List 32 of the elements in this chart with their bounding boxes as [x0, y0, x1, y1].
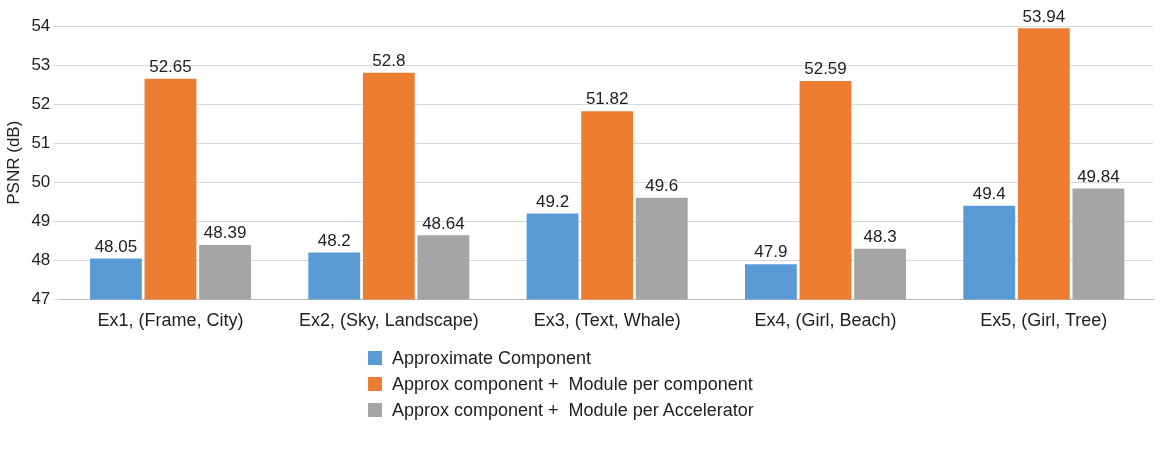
data-label: 49.84 [1077, 166, 1120, 186]
data-label: 52.8 [372, 51, 406, 71]
legend-label: Approximate Component [392, 347, 592, 369]
y-tick-label: 47 [31, 289, 51, 309]
data-label: 52.65 [149, 56, 192, 76]
y-tick-label: 54 [31, 15, 51, 35]
y-tick-label: 51 [31, 132, 51, 152]
data-label: 49.2 [536, 191, 570, 211]
y-axis-title: PSNR (dB) [3, 120, 23, 205]
y-tick-label: 49 [31, 210, 51, 230]
y-tick-label: 50 [31, 171, 51, 191]
data-label: 48.64 [422, 213, 465, 233]
x-tick-label: Ex4, (Girl, Beach) [754, 310, 897, 331]
data-label: 51.82 [585, 89, 629, 109]
y-tick-label: 52 [31, 93, 51, 113]
legend-label: Approx component + Module per component [392, 373, 753, 395]
x-tick-label: Ex2, (Sky, Landscape) [298, 310, 479, 331]
data-label: 48.05 [94, 236, 138, 256]
y-tick-label: 48 [31, 250, 51, 270]
y-tick-label: 53 [31, 54, 51, 74]
data-label: 49.6 [645, 176, 679, 196]
data-label: 49.4 [972, 183, 1006, 203]
data-label: 53.94 [1022, 6, 1066, 26]
legend-label: Approx component + Module per Accelerator [392, 399, 754, 421]
data-label: 47.9 [754, 242, 788, 262]
x-tick-label: Ex1, (Frame, City) [97, 310, 244, 331]
data-label: 52.59 [804, 59, 847, 79]
x-tick-label: Ex3, (Text, Whale) [533, 310, 681, 331]
data-label: 48.3 [863, 226, 897, 246]
data-label: 48.39 [203, 223, 247, 243]
x-tick-label: Ex5, (Girl, Tree) [980, 310, 1108, 331]
data-label: 48.2 [317, 230, 351, 250]
